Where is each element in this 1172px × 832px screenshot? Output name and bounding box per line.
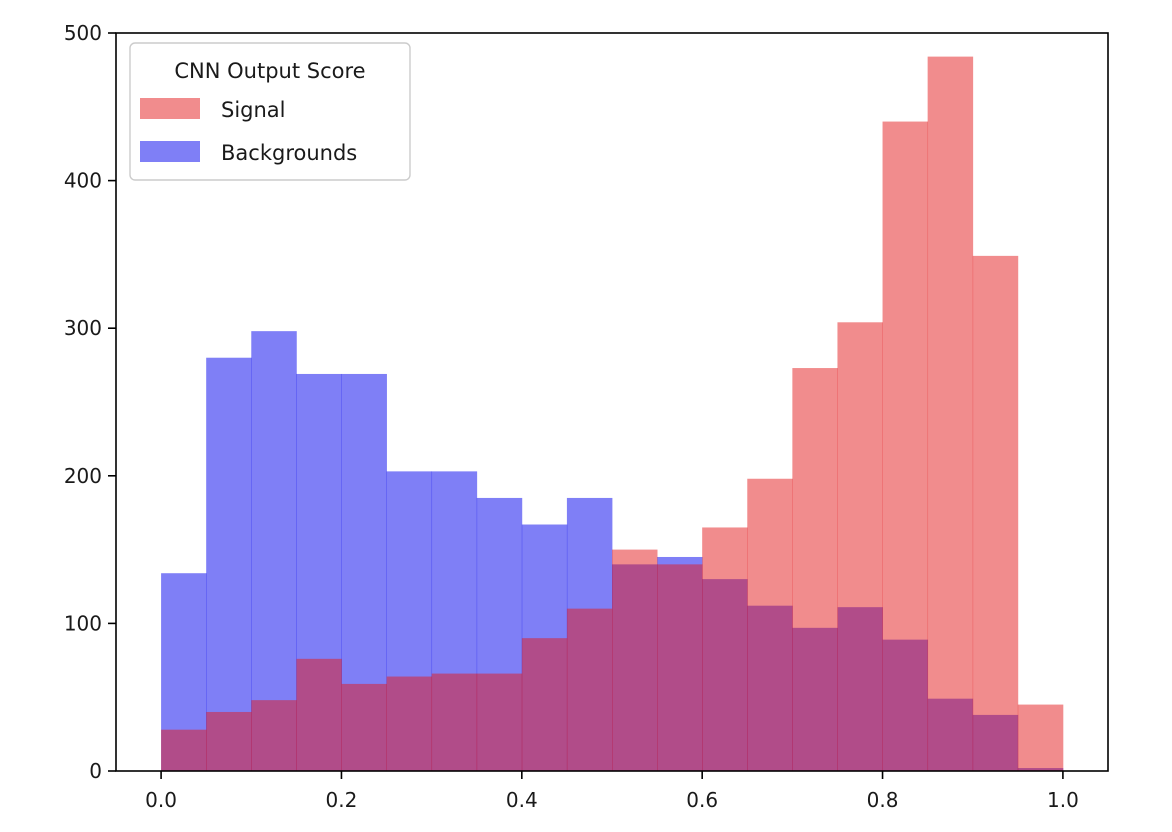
bar-signal-0 (161, 729, 207, 771)
y-tick-label: 400 (64, 169, 102, 193)
bar-signal-11 (657, 564, 703, 771)
y-tick-label: 500 (64, 21, 102, 45)
legend-label-signal: Signal (221, 98, 286, 122)
x-tick-label: 1.0 (1047, 788, 1079, 812)
bar-signal-9 (566, 608, 613, 771)
bar-signal-8 (521, 638, 568, 771)
x-tick-label: 0.0 (145, 788, 177, 812)
bar-signal-15 (837, 322, 883, 771)
bar-signal-13 (747, 478, 793, 771)
bar-signal-6 (431, 673, 478, 771)
bar-signal-3 (296, 658, 342, 771)
bar-backgrounds-1 (206, 357, 252, 771)
plot-frame (115, 32, 1109, 772)
x-tick-label: 0.8 (867, 788, 899, 812)
legend-label-backgrounds: Backgrounds (221, 141, 357, 165)
y-tick-label: 100 (64, 611, 102, 635)
bar-signal-16 (882, 121, 929, 771)
x-tick-label: 0.2 (326, 788, 358, 812)
legend-swatch-signal (140, 98, 200, 119)
y-tick-label: 0 (89, 759, 102, 783)
y-tick-label: 300 (64, 316, 102, 340)
x-axis: 0.0 0.2 0.4 0.6 0.8 1.0 (145, 771, 1079, 812)
bar-signal-18 (972, 255, 1019, 772)
bar-signal-19 (1017, 704, 1064, 771)
bar-backgrounds-2 (251, 331, 297, 771)
bar-signal-14 (792, 368, 838, 771)
bar-signal-12 (702, 527, 748, 771)
x-tick-label: 0.4 (506, 788, 538, 812)
y-tick-label: 200 (64, 464, 102, 488)
legend: CNN Output Score Signal Backgrounds (129, 42, 411, 181)
bar-signal-2 (251, 700, 297, 771)
bar-signal-4 (341, 683, 387, 771)
bar-signal-17 (927, 56, 974, 771)
x-tick-label: 0.6 (686, 788, 718, 812)
y-axis: 0 100 200 300 400 500 (64, 21, 116, 783)
legend-swatch-backgrounds (140, 141, 200, 162)
bar-signal-10 (612, 549, 658, 771)
legend-title: CNN Output Score (174, 59, 365, 83)
bar-signal-1 (206, 711, 252, 771)
bar-signal-5 (386, 676, 433, 771)
bars-layer (161, 56, 1064, 772)
bar-signal-7 (476, 673, 523, 771)
